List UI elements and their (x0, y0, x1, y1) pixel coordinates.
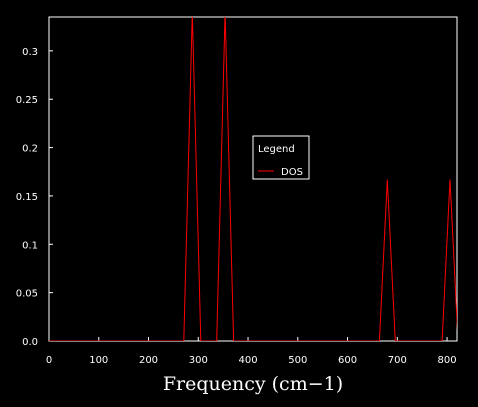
x-tick-label: 200 (139, 355, 158, 366)
x-tick-label: 500 (288, 355, 307, 366)
legend-label-dos: DOS (281, 167, 303, 178)
x-tick-label: 700 (388, 355, 407, 366)
x-axis-ticks: 0 100 200 300 400 500 600 700 800 (46, 337, 457, 366)
y-tick-label: 0.1 (22, 240, 38, 251)
y-axis-ticks: 0.0 0.05 0.1 0.15 0.2 0.25 0.3 (16, 47, 53, 348)
legend-box (252, 135, 310, 180)
x-tick-label: 400 (238, 355, 257, 366)
legend: Legend DOS (252, 135, 310, 180)
x-tick-label: 0 (46, 355, 52, 366)
x-tick-label: 600 (338, 355, 357, 366)
y-tick-label: 0.2 (22, 144, 38, 155)
x-tick-label: 100 (89, 355, 108, 366)
y-tick-label: 0.05 (16, 289, 38, 300)
y-tick-label: 0.3 (22, 47, 38, 58)
x-axis-label: Frequency (cm−1) (163, 373, 343, 395)
y-tick-label: 0.25 (16, 95, 38, 106)
y-tick-label: 0.15 (16, 192, 38, 203)
y-tick-label: 0.0 (22, 337, 38, 348)
x-tick-label: 300 (189, 355, 208, 366)
legend-title: Legend (258, 144, 295, 155)
x-tick-label: 800 (438, 355, 457, 366)
